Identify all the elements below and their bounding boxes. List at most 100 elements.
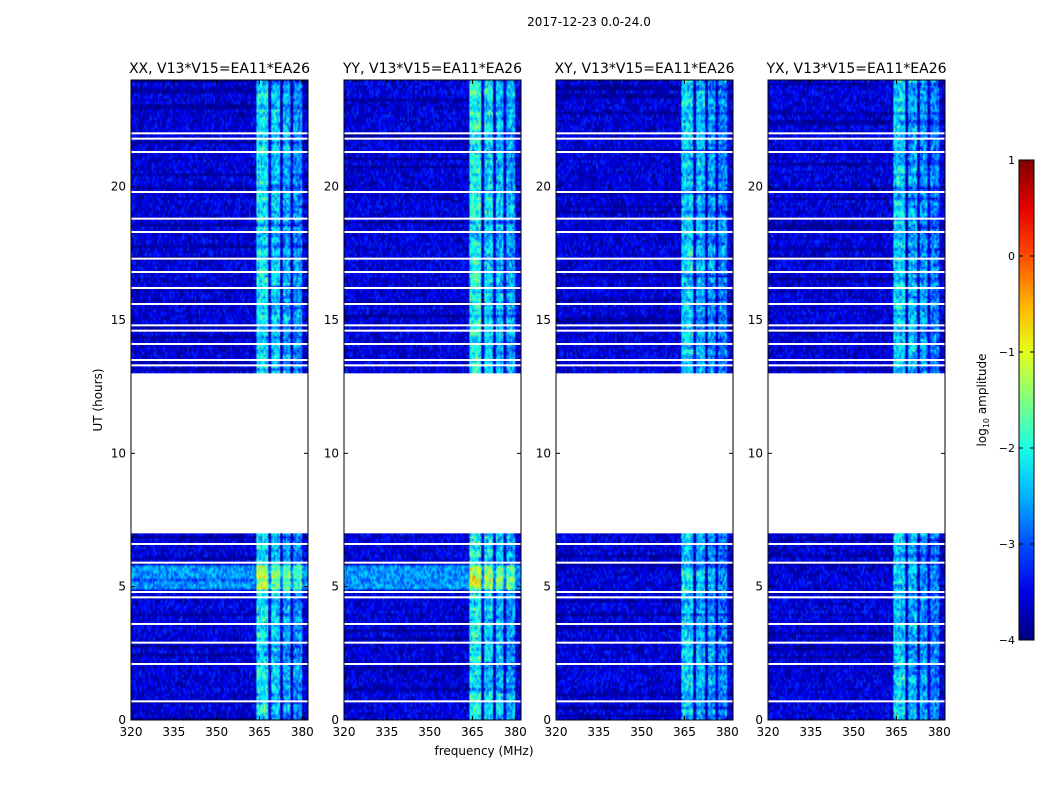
flagged-row bbox=[344, 191, 521, 193]
flagged-row bbox=[768, 191, 945, 193]
y-tick-label: 5 bbox=[543, 580, 551, 594]
y-tick-label: 0 bbox=[331, 713, 339, 727]
y-tick-label: 10 bbox=[324, 446, 339, 460]
flagged-row bbox=[768, 151, 945, 153]
flagged-row bbox=[556, 596, 733, 599]
x-tick-label: 380 bbox=[928, 725, 951, 739]
flagged-row bbox=[768, 543, 945, 545]
flagged-row bbox=[556, 343, 733, 345]
flagged-row bbox=[556, 364, 733, 367]
flagged-row bbox=[344, 641, 521, 644]
x-tick-label: 335 bbox=[587, 725, 610, 739]
flagged-row bbox=[344, 663, 521, 665]
flagged-row bbox=[131, 217, 308, 220]
x-tick-label: 350 bbox=[630, 725, 653, 739]
y-tick-label: 10 bbox=[536, 446, 551, 460]
flagged-row bbox=[556, 641, 733, 644]
y-axis-label: UT (hours) bbox=[91, 368, 105, 431]
x-tick-label: 350 bbox=[205, 725, 228, 739]
colorbar-tick-label: −3 bbox=[999, 538, 1015, 551]
flagged-row bbox=[768, 700, 945, 703]
flagged-row bbox=[131, 623, 308, 625]
flagged-row bbox=[131, 343, 308, 345]
flagged-row bbox=[768, 137, 945, 140]
flagged-row bbox=[556, 359, 733, 361]
x-tick-label: 365 bbox=[673, 725, 696, 739]
y-tick-label: 5 bbox=[331, 580, 339, 594]
flagged-row bbox=[768, 303, 945, 305]
flagged-row bbox=[131, 596, 308, 599]
flagged-row bbox=[344, 303, 521, 305]
flagged-row bbox=[344, 561, 521, 564]
x-tick-label: 320 bbox=[333, 725, 356, 739]
flagged-row bbox=[556, 217, 733, 220]
y-tick-label: 5 bbox=[755, 580, 763, 594]
y-tick-label: 15 bbox=[324, 313, 339, 327]
flagged-row bbox=[131, 641, 308, 644]
panel-title: XY, V13*V15=EA11*EA26 bbox=[554, 61, 734, 77]
y-tick-label: 20 bbox=[536, 180, 551, 194]
flagged-row bbox=[556, 287, 733, 289]
flagged-row bbox=[768, 217, 945, 220]
flagged-row bbox=[344, 257, 521, 260]
x-tick-label: 350 bbox=[418, 725, 441, 739]
flagged-row bbox=[768, 359, 945, 361]
panel-frame bbox=[130, 79, 309, 721]
flagged-row bbox=[556, 324, 733, 327]
flagged-row bbox=[556, 663, 733, 665]
flagged-row bbox=[556, 191, 733, 193]
y-tick-label: 20 bbox=[324, 180, 339, 194]
flagged-row bbox=[768, 641, 945, 644]
flagged-row bbox=[131, 364, 308, 367]
flagged-row bbox=[556, 700, 733, 703]
flagged-row bbox=[131, 359, 308, 361]
panel-frame bbox=[555, 79, 734, 721]
flagged-row bbox=[768, 623, 945, 625]
flagged-row bbox=[556, 271, 733, 273]
flagged-row bbox=[344, 700, 521, 703]
flagged-row bbox=[768, 324, 945, 327]
flagged-row bbox=[556, 151, 733, 153]
flagged-row bbox=[768, 329, 945, 332]
flagged-row bbox=[556, 132, 733, 135]
flagged-row bbox=[131, 543, 308, 545]
flagged-row bbox=[131, 663, 308, 665]
flagged-row bbox=[344, 343, 521, 345]
x-tick-label: 380 bbox=[716, 725, 739, 739]
colorbar-tick-label: 0 bbox=[1008, 250, 1015, 263]
y-tick-label: 20 bbox=[111, 180, 126, 194]
x-tick-label: 320 bbox=[120, 725, 143, 739]
flagged-row bbox=[131, 151, 308, 153]
flagged-row bbox=[131, 271, 308, 273]
x-tick-label: 320 bbox=[545, 725, 568, 739]
data-gap bbox=[556, 373, 733, 534]
flagged-row bbox=[556, 329, 733, 332]
colorbar-tick-label: 1 bbox=[1008, 154, 1015, 167]
flagged-row bbox=[131, 324, 308, 327]
colorbar-tick-label: −2 bbox=[999, 442, 1015, 455]
flagged-row bbox=[768, 591, 945, 593]
x-tick-label: 335 bbox=[162, 725, 185, 739]
panel-1: XX, V13*V15=EA11*EA26 320 335 350 365 380 0 5 10… bbox=[111, 61, 314, 739]
flagged-row bbox=[768, 257, 945, 260]
flagged-row bbox=[768, 343, 945, 345]
panel-title: XX, V13*V15=EA11*EA26 bbox=[129, 61, 310, 77]
flagged-row bbox=[344, 359, 521, 361]
y-tick-label: 20 bbox=[748, 180, 763, 194]
y-tick-label: 0 bbox=[755, 713, 763, 727]
figure-title: 2017-12-23 0.0-24.0 bbox=[527, 15, 651, 29]
flagged-row bbox=[131, 257, 308, 260]
flagged-row bbox=[556, 623, 733, 625]
colorbar-label: log10 amplitude bbox=[975, 354, 991, 447]
flagged-row bbox=[131, 329, 308, 332]
y-tick-label: 10 bbox=[111, 446, 126, 460]
x-tick-label: 320 bbox=[757, 725, 780, 739]
panel-3: XY, V13*V15=EA11*EA26 320 335 350 365 380 0 5 10… bbox=[536, 61, 739, 739]
flagged-row bbox=[344, 591, 521, 593]
flagged-row bbox=[131, 591, 308, 593]
panels: XX, V13*V15=EA11*EA26 320 335 350 365 380 0 5 10… bbox=[111, 61, 951, 739]
flagged-row bbox=[344, 151, 521, 153]
data-gap bbox=[768, 373, 945, 534]
flagged-row bbox=[131, 132, 308, 135]
flagged-row bbox=[768, 132, 945, 135]
